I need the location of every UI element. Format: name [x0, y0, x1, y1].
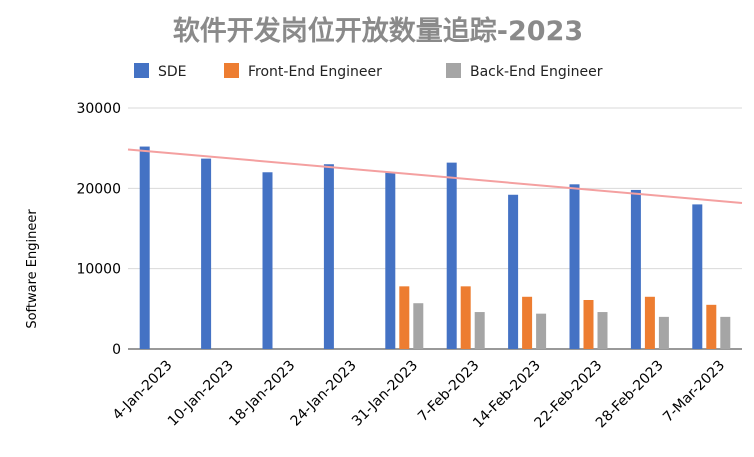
- x-tick-label-10: 7-Mar-2023: [660, 358, 728, 426]
- bar-1-2: [201, 158, 212, 349]
- bar-3-7: [536, 313, 547, 349]
- bar-1-7: [508, 194, 519, 349]
- bar-2-8: [583, 299, 594, 349]
- legend-label-2: Front-End Engineer: [248, 64, 382, 80]
- bar-1-9: [630, 189, 641, 349]
- bar-1-1: [139, 146, 150, 349]
- bar-1-4: [323, 164, 334, 349]
- bar-2-9: [644, 296, 655, 349]
- bar-3-9: [658, 316, 669, 349]
- legend: SDE Front-End Engineer Back-End Engineer: [134, 63, 603, 80]
- bar-2-6: [460, 286, 471, 349]
- bar-2-7: [522, 296, 533, 349]
- legend-swatch-3: [446, 63, 461, 78]
- bar-2-5: [399, 286, 410, 349]
- bars: [139, 146, 731, 349]
- x-tick-label-1: 4-Jan-2023: [110, 358, 176, 424]
- bar-3-6: [474, 312, 485, 349]
- legend-label-3: Back-End Engineer: [470, 64, 603, 80]
- x-axis-ticks: 4-Jan-202310-Jan-202318-Jan-202324-Jan-2…: [110, 358, 728, 432]
- trendline-sde: [127, 148, 743, 204]
- trendline: [127, 148, 743, 204]
- legend-swatch-2: [224, 63, 239, 78]
- y-axis-label: Software Engineer: [25, 209, 40, 329]
- chart-title: 软件开发岗位开放数量追踪-2023: [173, 15, 583, 47]
- x-tick-label-6: 7-Feb-2023: [415, 358, 482, 425]
- bar-1-5: [385, 172, 396, 349]
- legend-swatch-1: [134, 63, 149, 78]
- y-tick-label-10000: 10000: [76, 262, 121, 278]
- bar-1-6: [446, 162, 457, 349]
- y-tick-label-0: 0: [112, 342, 121, 358]
- legend-label-1: SDE: [158, 64, 187, 80]
- bar-3-8: [597, 312, 608, 349]
- bar-3-5: [413, 303, 424, 349]
- x-tick-label-5: 31-Jan-2023: [349, 358, 421, 430]
- bar-1-3: [262, 172, 273, 349]
- bar-2-10: [706, 304, 717, 349]
- y-axis-ticks: 0 10000 20000 30000: [76, 101, 121, 358]
- y-tick-label-30000: 30000: [76, 101, 121, 117]
- bar-3-10: [720, 316, 731, 349]
- bar-1-8: [569, 184, 580, 349]
- bar-1-10: [692, 204, 703, 349]
- y-tick-label-20000: 20000: [76, 181, 121, 197]
